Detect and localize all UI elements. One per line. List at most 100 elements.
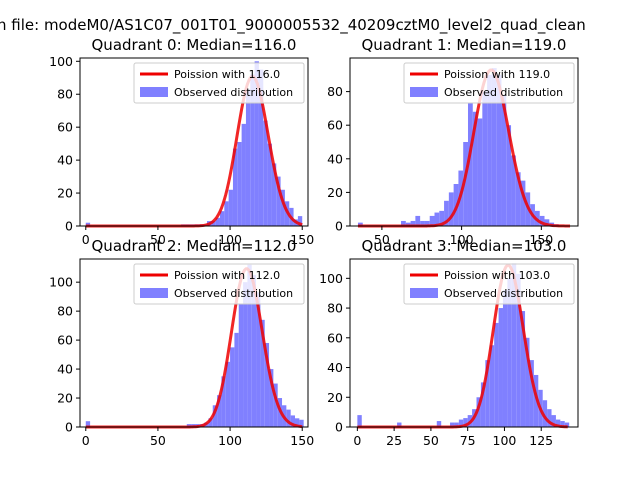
y-tick-label: 40 xyxy=(327,360,343,375)
histogram-bar xyxy=(551,415,556,427)
histogram-bar xyxy=(520,180,526,226)
y-tick-label: 0 xyxy=(65,219,73,234)
histogram-bar xyxy=(250,74,255,227)
histogram-bar xyxy=(560,421,565,427)
histogram-bar xyxy=(439,210,445,226)
histogram-bar xyxy=(501,94,507,227)
histogram-bar xyxy=(555,419,561,427)
histogram-bar xyxy=(542,400,548,427)
y-tick-label: 0 xyxy=(335,420,343,435)
x-tick-label: 0 xyxy=(82,433,90,448)
histogram-bar xyxy=(263,120,268,226)
histogram-bar xyxy=(237,142,242,226)
histogram-bar xyxy=(498,308,503,427)
legend-bar-swatch xyxy=(140,288,168,298)
histogram-bar xyxy=(245,89,251,226)
panels: Quadrant 0: Median=116.0 0 50 100 150 0 20 40 60… xyxy=(49,36,579,448)
histogram-bar xyxy=(228,189,233,226)
y-tick-label: 80 xyxy=(327,84,343,99)
y-tick-label: 20 xyxy=(327,390,343,405)
y-tick-label: 40 xyxy=(327,151,343,166)
histogram-bar xyxy=(458,419,464,427)
x-tick-label: 25 xyxy=(386,433,402,448)
histogram-bar xyxy=(520,311,526,427)
histogram-bar xyxy=(254,61,259,227)
histogram-bar xyxy=(295,418,300,427)
panel-title: Quadrant 0: Median=116.0 xyxy=(92,36,297,54)
histogram-bar xyxy=(529,360,534,427)
histogram-bar xyxy=(85,222,91,226)
y-tick-label: 100 xyxy=(319,271,343,286)
x-tick-label: 75 xyxy=(460,433,476,448)
histogram-bar xyxy=(286,409,291,427)
histogram-bar xyxy=(260,319,265,427)
histogram-bar xyxy=(232,148,238,226)
histogram-bar xyxy=(547,409,552,427)
histogram-bar xyxy=(238,303,244,427)
histogram-bar xyxy=(539,215,545,226)
histogram-bar xyxy=(429,215,435,226)
histogram-bar xyxy=(297,216,303,226)
y-tick-label: 40 xyxy=(57,362,73,377)
histogram-bar xyxy=(267,143,272,226)
histogram-bar xyxy=(299,419,304,427)
histogram-bar xyxy=(230,347,235,427)
y-tick-label: 20 xyxy=(57,186,73,201)
histogram-bar xyxy=(424,220,430,226)
legend: Poission with 116.0 Observed distribution xyxy=(133,62,305,104)
legend-label-observed: Observed distribution xyxy=(444,86,563,99)
x-tick-label: 100 xyxy=(450,232,474,247)
x-tick-label: 100 xyxy=(218,232,242,247)
histogram-bar xyxy=(477,118,483,226)
histogram-bar xyxy=(485,360,490,427)
histogram-bar xyxy=(491,68,497,226)
y-tick-label: 60 xyxy=(327,330,343,345)
y-tick-label: 100 xyxy=(49,275,73,290)
legend-label-poisson: Poission with 116.0 xyxy=(174,68,280,81)
axes-frame xyxy=(79,57,309,227)
y-tick-label: 20 xyxy=(327,185,343,200)
histogram-bar xyxy=(496,74,502,226)
y-tick-label: 60 xyxy=(57,120,73,135)
histogram-bar xyxy=(258,69,264,226)
legend-box xyxy=(133,263,305,305)
histogram-bar xyxy=(420,220,425,226)
histogram-bar xyxy=(212,405,218,427)
histogram-bar xyxy=(211,221,216,226)
x-tick-label: 125 xyxy=(529,433,553,448)
y-tick-label: 0 xyxy=(335,219,343,234)
histogram-bar xyxy=(85,421,91,427)
x-tick-label: 50 xyxy=(423,433,439,448)
x-tick-label: 150 xyxy=(529,232,553,247)
x-tick-label: 100 xyxy=(493,433,517,448)
y-tick-label: 80 xyxy=(327,301,343,316)
histogram-bar xyxy=(251,274,257,427)
histogram-bar xyxy=(487,74,492,226)
legend-bar-swatch xyxy=(410,87,438,97)
histogram-bar xyxy=(463,418,468,427)
y-tick-label: 0 xyxy=(65,420,73,435)
x-tick-label: 50 xyxy=(150,232,166,247)
legend-box xyxy=(403,62,575,104)
y-tick-label: 100 xyxy=(49,54,73,69)
histogram-bar xyxy=(280,189,285,226)
histogram-bar xyxy=(454,422,459,427)
legend-label-poisson: Poission with 112.0 xyxy=(174,269,280,282)
legend-label-observed: Observed distribution xyxy=(174,86,293,99)
histogram-bar xyxy=(410,220,416,226)
histogram-bar xyxy=(357,415,362,427)
histogram-bar xyxy=(273,383,278,427)
histogram-bar xyxy=(217,395,222,427)
legend-label-poisson: Poission with 119.0 xyxy=(444,68,550,81)
histogram-bar xyxy=(224,201,229,226)
axes-frame xyxy=(79,258,309,428)
histogram-bar xyxy=(256,292,261,427)
histogram-bar xyxy=(480,382,486,427)
histogram-bar xyxy=(415,215,421,226)
figure-suptitle: n file: modeM0/AS1C07_001T01_9000005532_… xyxy=(0,16,586,35)
histogram-bar xyxy=(243,282,248,427)
legend-label-poisson: Poission with 103.0 xyxy=(444,269,550,282)
histogram-bar xyxy=(564,422,570,427)
legend-box xyxy=(133,62,305,104)
